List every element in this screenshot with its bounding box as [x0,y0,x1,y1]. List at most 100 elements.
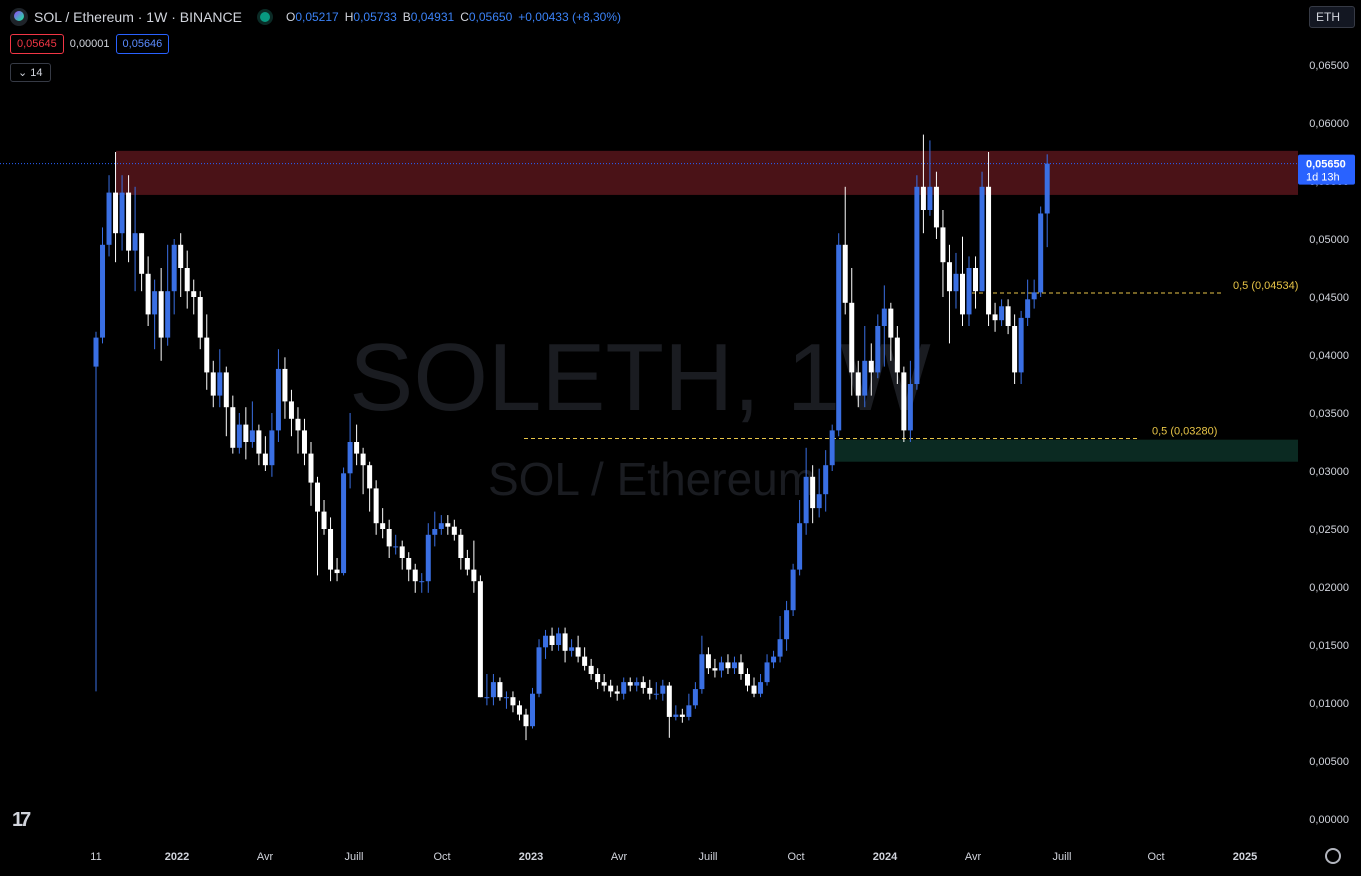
settings-gear-icon[interactable] [1325,848,1341,864]
candle-body [367,465,373,489]
candle-body [816,494,822,509]
candle-body [666,685,672,717]
candle-body [360,453,366,466]
candle-body [503,697,509,699]
candle-body [419,581,425,583]
candle-body [582,656,588,666]
candle-body [171,244,177,292]
solana-logo-icon [10,8,28,26]
watermark-main: SOLETH, 1W [349,324,931,431]
candle-body [1018,317,1024,373]
sell-button[interactable]: 0,05645 [10,34,64,54]
candle-body [868,360,874,373]
price-axis[interactable]: 0,065000,060000,055000,050000,045000,040… [1309,60,1349,826]
x-tick-label: Juill [345,851,364,863]
candle-body [93,337,99,367]
candle-body [758,682,764,694]
candle-body [653,693,659,695]
candle-body [810,476,816,509]
last-price-label: 0,05650 [1306,159,1346,171]
candle-body [132,233,138,251]
x-tick-label: 2022 [165,851,189,863]
symbol-title[interactable]: SOL / Ethereum · 1W · BINANCE [34,9,242,25]
candle-body [920,186,926,210]
time-axis[interactable]: 11 2022 Avr Juill Oct 2023 Avr Juill Oct 2024 Avr J… [90,851,1257,863]
candle-body [751,685,757,694]
candle-body [829,430,835,466]
candle-body [158,291,164,338]
resistance-zone [116,150,1298,195]
candle-body [347,442,353,474]
candle-body [771,656,777,663]
change-value: +0,00433 (+8,30%) [518,10,621,24]
market-status-icon [259,12,270,22]
candle-body [836,244,842,431]
x-tick-label: 2023 [519,851,543,863]
candle-body [745,674,750,686]
candle-body [275,368,281,431]
candle-body [477,581,483,698]
y-tick-label: 0,04500 [1309,292,1349,304]
candle-body [588,665,594,674]
x-tick-label: Oct [433,851,450,863]
candle-body [516,705,522,715]
y-tick-label: 0,01000 [1309,698,1349,710]
candle-body [178,244,184,268]
candle-body [953,273,959,292]
indicators-toggle[interactable]: ⌄ 14 [10,63,51,82]
candle-body [992,314,998,321]
candle-body [888,308,894,338]
x-tick-label: Avr [257,851,274,863]
candle-body [862,360,868,396]
candle-body [412,569,418,582]
candle-body [523,714,529,727]
candle-body [393,546,399,548]
candle-body [328,529,334,570]
candle-body [855,372,861,396]
candle-body [705,654,711,669]
x-tick-label: 2025 [1233,851,1257,863]
currency-button[interactable]: ETH [1309,6,1355,28]
candle-body [660,685,666,694]
candle-body [940,227,946,263]
candle-body [543,635,549,648]
support-zone [835,439,1298,462]
candle-body [679,714,685,717]
candle-body [686,705,692,717]
candle-body [321,511,327,529]
tradingview-logo-icon[interactable]: 17 [12,809,31,831]
candle-body [445,523,451,527]
y-tick-label: 0,00500 [1309,756,1349,768]
candle-body [373,488,379,524]
candle-body [464,558,470,570]
candle-body [797,523,803,570]
candle-body [907,384,913,431]
candle-body [269,430,275,466]
x-tick-label: Juill [699,851,718,863]
candle-body [973,268,979,292]
candle-body [288,401,294,419]
chart-header: SOL / Ethereum · 1W · BINANCE O0,05217 H… [0,0,621,34]
y-tick-label: 0,02000 [1309,582,1349,594]
candle-body [614,691,620,694]
candle-body [119,192,125,234]
buy-button[interactable]: 0,05646 [115,34,170,54]
candle-body [959,273,965,315]
zones-layer [116,150,1298,462]
candle-body [210,372,216,396]
candle-body [197,297,203,338]
x-tick-label: Avr [965,851,982,863]
candle-body [790,569,796,611]
candle-body [471,569,477,582]
candle-body [999,306,1005,321]
candle-body [256,430,262,454]
candle-body [113,192,119,234]
candle-body [1005,306,1011,326]
candle-body [406,558,412,570]
x-tick-label: 2024 [873,851,898,863]
candle-body [282,368,288,402]
candle-body [601,682,607,686]
candle-body [484,697,490,699]
